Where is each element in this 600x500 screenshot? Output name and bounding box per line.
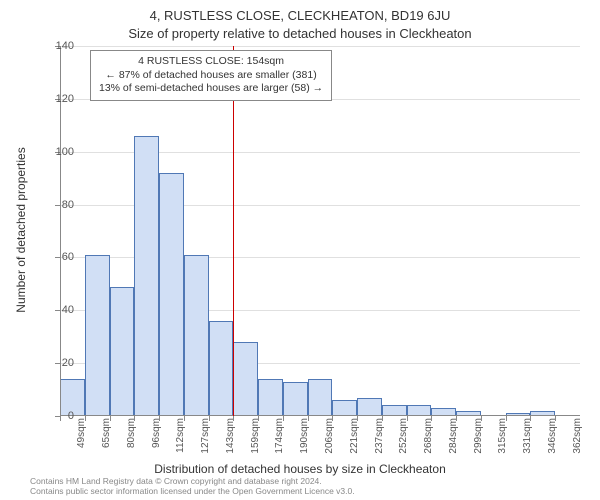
x-axis-label: Distribution of detached houses by size … bbox=[0, 462, 600, 476]
plot-area: 4 RUSTLESS CLOSE: 154sqm← 87% of detache… bbox=[60, 46, 580, 416]
chart-subtitle: Size of property relative to detached ho… bbox=[0, 26, 600, 41]
x-tick-label: 299sqm bbox=[473, 418, 484, 454]
chart-address: 4, RUSTLESS CLOSE, CLECKHEATON, BD19 6JU bbox=[0, 8, 600, 23]
x-tick-label: 65sqm bbox=[101, 418, 112, 448]
histogram-bar bbox=[134, 136, 159, 416]
x-tick-label: 143sqm bbox=[225, 418, 236, 454]
x-tick-label: 127sqm bbox=[200, 418, 211, 454]
x-tick-label: 237sqm bbox=[374, 418, 385, 454]
histogram-bar bbox=[184, 255, 209, 416]
x-tick-label: 252sqm bbox=[398, 418, 409, 454]
x-tick-label: 362sqm bbox=[572, 418, 583, 454]
x-tick-label: 80sqm bbox=[126, 418, 137, 448]
x-tick-label: 346sqm bbox=[547, 418, 558, 454]
x-tick-label: 268sqm bbox=[423, 418, 434, 454]
histogram-bar bbox=[332, 400, 357, 416]
y-tick-label: 100 bbox=[44, 146, 74, 158]
footer-line1: Contains HM Land Registry data © Crown c… bbox=[30, 476, 590, 486]
y-axis-label: Number of detached properties bbox=[14, 147, 28, 312]
histogram-bar bbox=[357, 398, 382, 417]
info-box-smaller: ← 87% of detached houses are smaller (38… bbox=[99, 69, 323, 83]
info-box: 4 RUSTLESS CLOSE: 154sqm← 87% of detache… bbox=[90, 50, 332, 101]
histogram-bar bbox=[209, 321, 234, 416]
histogram-bar bbox=[283, 382, 308, 416]
y-tick-label: 60 bbox=[44, 251, 74, 263]
histogram-bar bbox=[159, 173, 184, 416]
x-tick-label: 190sqm bbox=[299, 418, 310, 454]
y-tick-label: 0 bbox=[44, 410, 74, 422]
x-axis-line bbox=[60, 415, 580, 416]
histogram-bar bbox=[110, 287, 135, 417]
reference-line bbox=[233, 46, 234, 416]
x-tick-label: 221sqm bbox=[349, 418, 360, 454]
histogram-chart: 4, RUSTLESS CLOSE, CLECKHEATON, BD19 6JU… bbox=[0, 0, 600, 500]
histogram-bar bbox=[308, 379, 333, 416]
histogram-bar bbox=[85, 255, 110, 416]
y-tick-label: 80 bbox=[44, 199, 74, 211]
footer-line2: Contains public sector information licen… bbox=[30, 486, 590, 496]
info-box-title: 4 RUSTLESS CLOSE: 154sqm bbox=[99, 55, 323, 69]
x-tick-label: 112sqm bbox=[175, 418, 186, 453]
y-tick-label: 20 bbox=[44, 357, 74, 369]
x-tick-label: 315sqm bbox=[497, 418, 508, 454]
x-tick-label: 206sqm bbox=[324, 418, 335, 454]
x-tick-label: 284sqm bbox=[448, 418, 459, 454]
x-tick-label: 174sqm bbox=[274, 418, 285, 454]
grid-line bbox=[60, 46, 580, 47]
x-tick-label: 96sqm bbox=[151, 418, 162, 448]
info-box-larger: 13% of semi-detached houses are larger (… bbox=[99, 82, 323, 96]
histogram-bar bbox=[258, 379, 283, 416]
x-tick-label: 159sqm bbox=[250, 418, 261, 454]
y-tick-label: 120 bbox=[44, 93, 74, 105]
y-tick-label: 40 bbox=[44, 304, 74, 316]
x-tick-label: 49sqm bbox=[76, 418, 87, 448]
footer-attribution: Contains HM Land Registry data © Crown c… bbox=[30, 476, 590, 496]
y-tick-label: 140 bbox=[44, 40, 74, 52]
histogram-bar bbox=[233, 342, 258, 416]
x-tick-label: 331sqm bbox=[522, 418, 533, 454]
